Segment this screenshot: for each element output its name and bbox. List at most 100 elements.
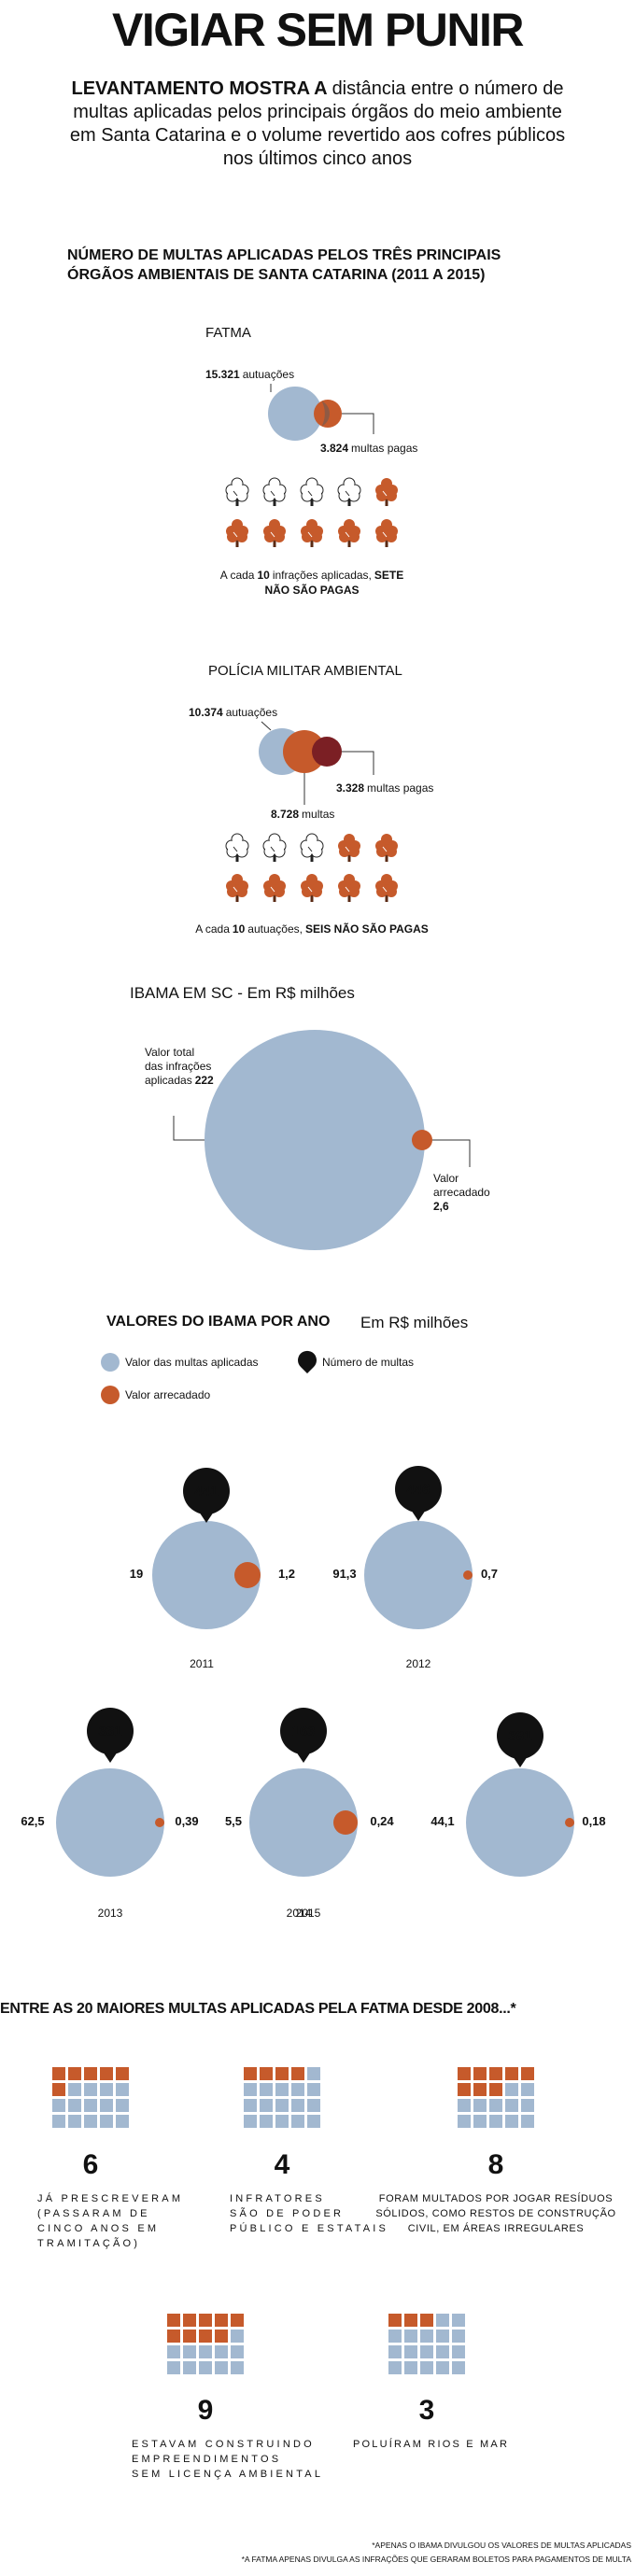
grid-square bbox=[436, 2314, 449, 2327]
grid-square bbox=[231, 2330, 244, 2343]
label-applied-part: das infrações bbox=[145, 1060, 211, 1073]
grid-square bbox=[307, 2099, 320, 2112]
trunk bbox=[310, 890, 314, 902]
trunk bbox=[273, 890, 276, 902]
leaf-fill bbox=[269, 519, 280, 530]
leaf-fill bbox=[344, 519, 355, 530]
leaf-fill bbox=[348, 886, 360, 897]
leaf-fill bbox=[311, 886, 322, 897]
item-description-part: SÓLIDOS, COMO RESTOS DE CONSTRUÇÃO bbox=[375, 2207, 615, 2219]
grid-square bbox=[521, 2067, 534, 2080]
connector bbox=[342, 751, 374, 775]
count-number-part: 8 bbox=[488, 2149, 504, 2180]
applied-label-part: 91,3 bbox=[332, 1567, 356, 1581]
applied-label-part: 19 bbox=[130, 1567, 143, 1581]
label-infractions-part: autuações bbox=[243, 368, 294, 381]
branch bbox=[270, 886, 275, 893]
branch bbox=[345, 490, 350, 497]
intro-part: nos últimos cinco anos bbox=[223, 148, 412, 169]
leaf-fill bbox=[306, 519, 318, 530]
caption-part: NÃO SÃO PAGAS bbox=[264, 583, 359, 597]
leaf-fill bbox=[311, 846, 322, 857]
caption-part: 10 bbox=[257, 569, 270, 582]
connector bbox=[342, 413, 374, 434]
grid-square bbox=[291, 2083, 304, 2096]
leaf-fill bbox=[386, 531, 397, 542]
label-infractions-part: 15.321 bbox=[205, 368, 240, 381]
item-description: FORAM MULTADOS POR JOGAR RESÍDUOS bbox=[379, 2192, 613, 2204]
label-fines-part: multas bbox=[302, 808, 334, 821]
org-name-part: POLÍCIA MILITAR AMBIENTAL bbox=[208, 663, 402, 679]
tree-icon bbox=[375, 478, 398, 506]
grid-square bbox=[505, 2083, 518, 2096]
grid-square bbox=[452, 2330, 465, 2343]
count-pin bbox=[497, 1712, 543, 1759]
tree-icon bbox=[262, 833, 287, 862]
trunk bbox=[310, 494, 314, 506]
section-subtitle-part: IBAMA EM SC - Em R$ milhões bbox=[130, 984, 355, 1002]
section-title: NÚMERO DE MULTAS APLICADAS PELOS TRÊS PR… bbox=[67, 246, 501, 263]
branch bbox=[233, 886, 238, 893]
section-subtitle: IBAMA EM SC - Em R$ milhões bbox=[130, 984, 355, 1002]
grid-square bbox=[52, 2099, 65, 2112]
count-pin bbox=[87, 1708, 134, 1754]
label-infractions: 10.374 autuações bbox=[189, 706, 277, 719]
leaf-fill bbox=[269, 478, 280, 489]
grid-square bbox=[436, 2361, 449, 2374]
trunk bbox=[347, 535, 351, 547]
collected-label-part: 1,2 bbox=[278, 1567, 295, 1581]
grid-square bbox=[199, 2345, 212, 2358]
leaf-fill bbox=[274, 490, 285, 501]
grid-square bbox=[404, 2314, 417, 2327]
bubble-collected bbox=[565, 1818, 574, 1827]
leaf-fill bbox=[339, 846, 350, 857]
collected-label: 0,18 bbox=[582, 1814, 605, 1828]
grid-square bbox=[458, 2115, 471, 2128]
grid-square bbox=[244, 2067, 257, 2080]
bubble-applied bbox=[152, 1521, 261, 1629]
legend-swatch bbox=[101, 1353, 120, 1372]
bubble-applied bbox=[249, 1768, 358, 1877]
section-title-part: ENTRE AS 20 MAIORES MULTAS APLICADAS PEL… bbox=[0, 2001, 517, 2017]
tree-icon bbox=[375, 874, 398, 902]
grid-square bbox=[231, 2314, 244, 2327]
footnote-part: *A FATMA APENAS DIVULGA AS INFRAÇÕES QUE… bbox=[242, 2555, 632, 2564]
grid-square bbox=[199, 2361, 212, 2374]
count-label: 331 bbox=[98, 1724, 121, 1739]
leaf-fill bbox=[306, 834, 318, 845]
grid-square bbox=[452, 2314, 465, 2327]
leaf-fill bbox=[232, 874, 243, 885]
legend-label: Número de multas bbox=[322, 1356, 414, 1369]
square-grid bbox=[52, 2067, 129, 2128]
count-label: 381 bbox=[508, 1728, 531, 1744]
leaf-fill bbox=[381, 519, 392, 530]
grid-square bbox=[458, 2099, 471, 2112]
year-label: 2014 bbox=[287, 1907, 312, 1920]
grid-square bbox=[199, 2330, 212, 2343]
trunk bbox=[235, 494, 239, 506]
count-label-part: 446 bbox=[406, 1482, 430, 1498]
item-description-part: FORAM MULTADOS POR JOGAR RESÍDUOS bbox=[379, 2192, 613, 2204]
tree-icon bbox=[338, 834, 360, 862]
branch bbox=[307, 846, 313, 852]
collected-label-part: 0,24 bbox=[370, 1814, 394, 1828]
branch bbox=[307, 886, 313, 893]
grid-square bbox=[291, 2099, 304, 2112]
bubble-collected bbox=[463, 1570, 473, 1580]
grid-square bbox=[52, 2083, 65, 2096]
tree-icon bbox=[226, 519, 248, 547]
grid-square bbox=[167, 2361, 180, 2374]
leaf-fill bbox=[302, 886, 313, 897]
bubble-collected bbox=[155, 1818, 164, 1827]
label-applied: das infrações bbox=[145, 1060, 211, 1073]
leaf-fill bbox=[376, 846, 388, 857]
leaf-fill bbox=[274, 846, 285, 857]
grid-square bbox=[116, 2083, 129, 2096]
bubble-collected bbox=[412, 1130, 432, 1150]
count-label: 163 bbox=[291, 1724, 315, 1739]
label-infractions: 15.321 autuações bbox=[205, 368, 294, 381]
caption: A cada 10 autuações, SEIS NÃO SÃO PAGAS bbox=[195, 922, 429, 936]
